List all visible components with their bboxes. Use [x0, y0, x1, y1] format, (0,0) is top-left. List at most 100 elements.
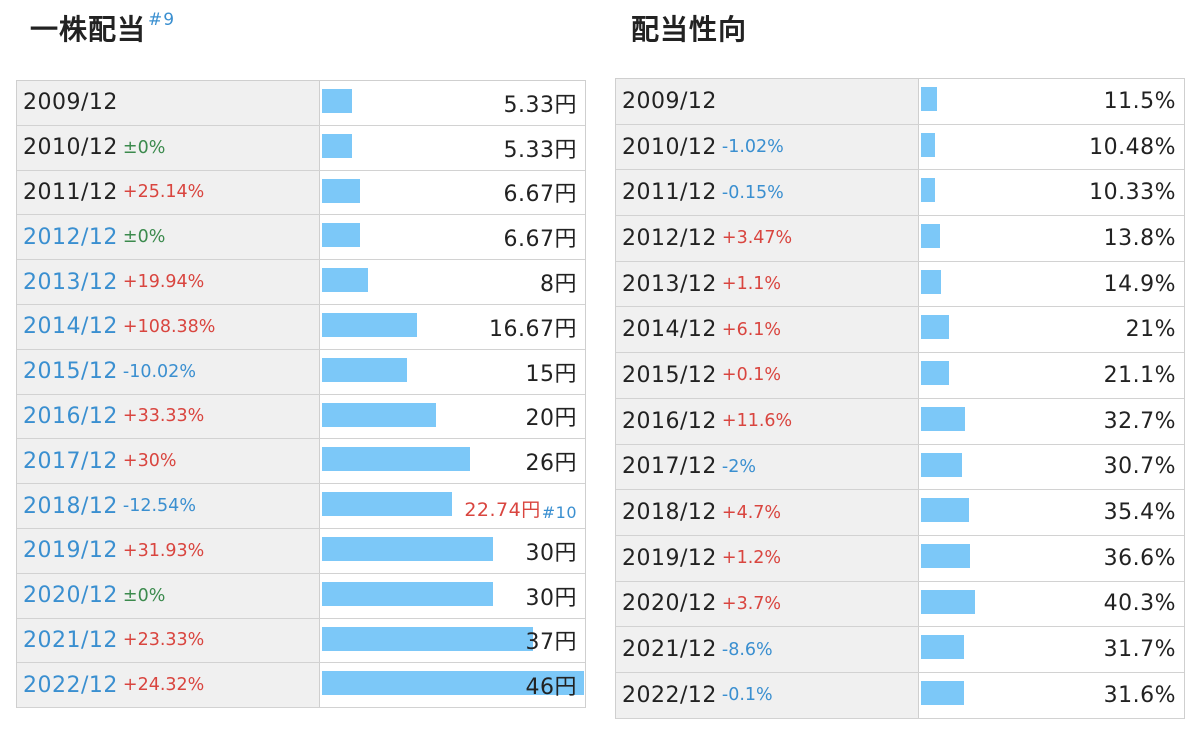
tick-label: 2010/12 [622, 134, 717, 160]
data-label: 30円 [525, 540, 577, 566]
row-label: 2018/12 +4.7% [616, 490, 919, 535]
data-label: 46円 [525, 675, 577, 701]
table-row: 2019/12 +31.93% 30円 [17, 528, 585, 574]
row-label: 2014/12 +6.1% [616, 307, 919, 353]
change-label: -12.54% [122, 496, 196, 517]
table-row: 2021/12 -8.6% 31.7% [616, 627, 1184, 673]
table-row: 2010/12 -1.02% 10.48% [616, 124, 1184, 171]
change-label: +1.1% [721, 274, 782, 295]
change-label: +23.33% [122, 630, 205, 651]
bar [322, 357, 408, 382]
change-label: +30% [122, 451, 177, 472]
tick-label[interactable]: 2018/12 [23, 493, 118, 519]
row-label: 2014/12 +108.38% [17, 304, 320, 349]
bar [921, 269, 942, 294]
data-label: 20円 [525, 406, 577, 432]
tick-label[interactable]: 2019/12 [23, 538, 118, 564]
change-label: +19.94% [122, 272, 205, 293]
data-label: 31.6% [1103, 682, 1176, 708]
tick-label: 2012/12 [622, 225, 717, 251]
tick-label[interactable]: 2022/12 [23, 672, 118, 698]
tick-label[interactable]: 2021/12 [23, 627, 118, 653]
table-row: 2013/12 +1.1% 14.9% [616, 261, 1184, 308]
table-row: 2014/12 +108.38% 16.67円 [17, 304, 585, 350]
bar [921, 680, 964, 705]
table-row: 2012/12 +3.47% 13.8% [616, 216, 1184, 262]
row-label: 2020/12 +3.7% [616, 581, 919, 627]
row-label: 2016/12 +11.6% [616, 398, 919, 444]
tick-label[interactable]: 2013/12 [23, 269, 118, 295]
data-label: 30円 [525, 585, 577, 611]
tick-label: 2009/12 [23, 90, 118, 116]
row-label: 2009/12 [17, 81, 320, 125]
chart-title: 配当性向 [631, 13, 748, 46]
footnote-link[interactable]: #9 [148, 10, 176, 30]
row-label: 2010/12 -1.02% [616, 124, 919, 170]
change-label: +1.2% [721, 548, 782, 569]
tick-label: 2009/12 [622, 88, 717, 114]
row-label: 2020/12 ±0% [17, 573, 320, 618]
table-row: 2021/12 +23.33% 37円 [17, 618, 585, 664]
tick-label: 2020/12 [622, 591, 717, 617]
bar [322, 133, 353, 158]
data-label: 15円 [525, 361, 577, 387]
change-label: -1.02% [721, 137, 784, 158]
bar [921, 498, 969, 523]
change-label: +0.1% [721, 365, 782, 386]
tick-label: 2014/12 [622, 317, 717, 343]
data-label: 10.48% [1089, 134, 1176, 160]
row-label: 2012/12 +3.47% [616, 216, 919, 261]
payout-ratio-table: 2009/12 11.5% 2010/12 -1.02% 10.48% 2011/12 -0… [615, 78, 1185, 719]
tick-label: 2011/12 [622, 180, 717, 206]
change-label: +11.6% [721, 411, 793, 432]
change-label: -10.02% [122, 361, 196, 382]
tick-label[interactable]: 2014/12 [23, 314, 118, 340]
data-label: 22.74円 #10 [464, 498, 577, 522]
chart-title: 一株配当 #9 [30, 10, 176, 46]
table-row: 2015/12 +0.1% 21.1% [616, 353, 1184, 399]
table-row: 2019/12 +1.2% 36.6% [616, 535, 1184, 582]
bar [921, 224, 940, 249]
tick-label[interactable]: 2016/12 [23, 403, 118, 429]
tick-label[interactable]: 2015/12 [23, 359, 118, 385]
row-label: 2011/12 -0.15% [616, 170, 919, 216]
row-label: 2017/12 +30% [17, 439, 320, 484]
row-label: 2018/12 -12.54% [17, 484, 320, 528]
table-row: 2022/12 +24.32% 46円 [17, 663, 585, 709]
table-row: 2017/12 +30% 26円 [17, 439, 585, 485]
data-label: 36.6% [1103, 545, 1176, 571]
row-label: 2015/12 -10.02% [17, 349, 320, 394]
tick-label[interactable]: 2017/12 [23, 448, 118, 474]
tick-label: 2016/12 [622, 408, 717, 434]
change-label: ±0% [122, 137, 166, 158]
table-row: 2012/12 ±0% 6.67円 [17, 215, 585, 261]
row-label: 2011/12 +25.14% [17, 170, 320, 215]
bar [921, 406, 966, 431]
bar [921, 361, 950, 386]
tick-label[interactable]: 2020/12 [23, 583, 118, 609]
footnote-link[interactable]: #10 [541, 502, 577, 522]
row-label: 2021/12 -8.6% [616, 627, 919, 672]
bar [322, 492, 452, 517]
row-label: 2021/12 +23.33% [17, 618, 320, 663]
change-label: ±0% [122, 585, 166, 606]
table-row: 2016/12 +33.33% 20円 [17, 394, 585, 440]
data-label: 5.33円 [503, 92, 577, 118]
data-label: 8円 [540, 272, 577, 298]
change-label: ±0% [122, 227, 166, 248]
bar [921, 132, 936, 157]
tick-label: 2018/12 [622, 500, 717, 526]
table-row: 2014/12 +6.1% 21% [616, 307, 1184, 354]
data-label: 40.3% [1103, 591, 1176, 617]
data-label: 16.67円 [489, 316, 577, 342]
row-label: 2013/12 +19.94% [17, 260, 320, 304]
data-label: 21% [1125, 317, 1176, 343]
data-label: 35.4% [1103, 500, 1176, 526]
tick-label[interactable]: 2012/12 [23, 224, 118, 250]
table-row: 2018/12 -12.54% 22.74円 #10 [17, 484, 585, 529]
tick-label: 2022/12 [622, 682, 717, 708]
bar [322, 223, 360, 248]
bar [322, 89, 353, 113]
data-label: 5.33円 [503, 137, 577, 163]
data-label: 30.7% [1103, 454, 1176, 480]
